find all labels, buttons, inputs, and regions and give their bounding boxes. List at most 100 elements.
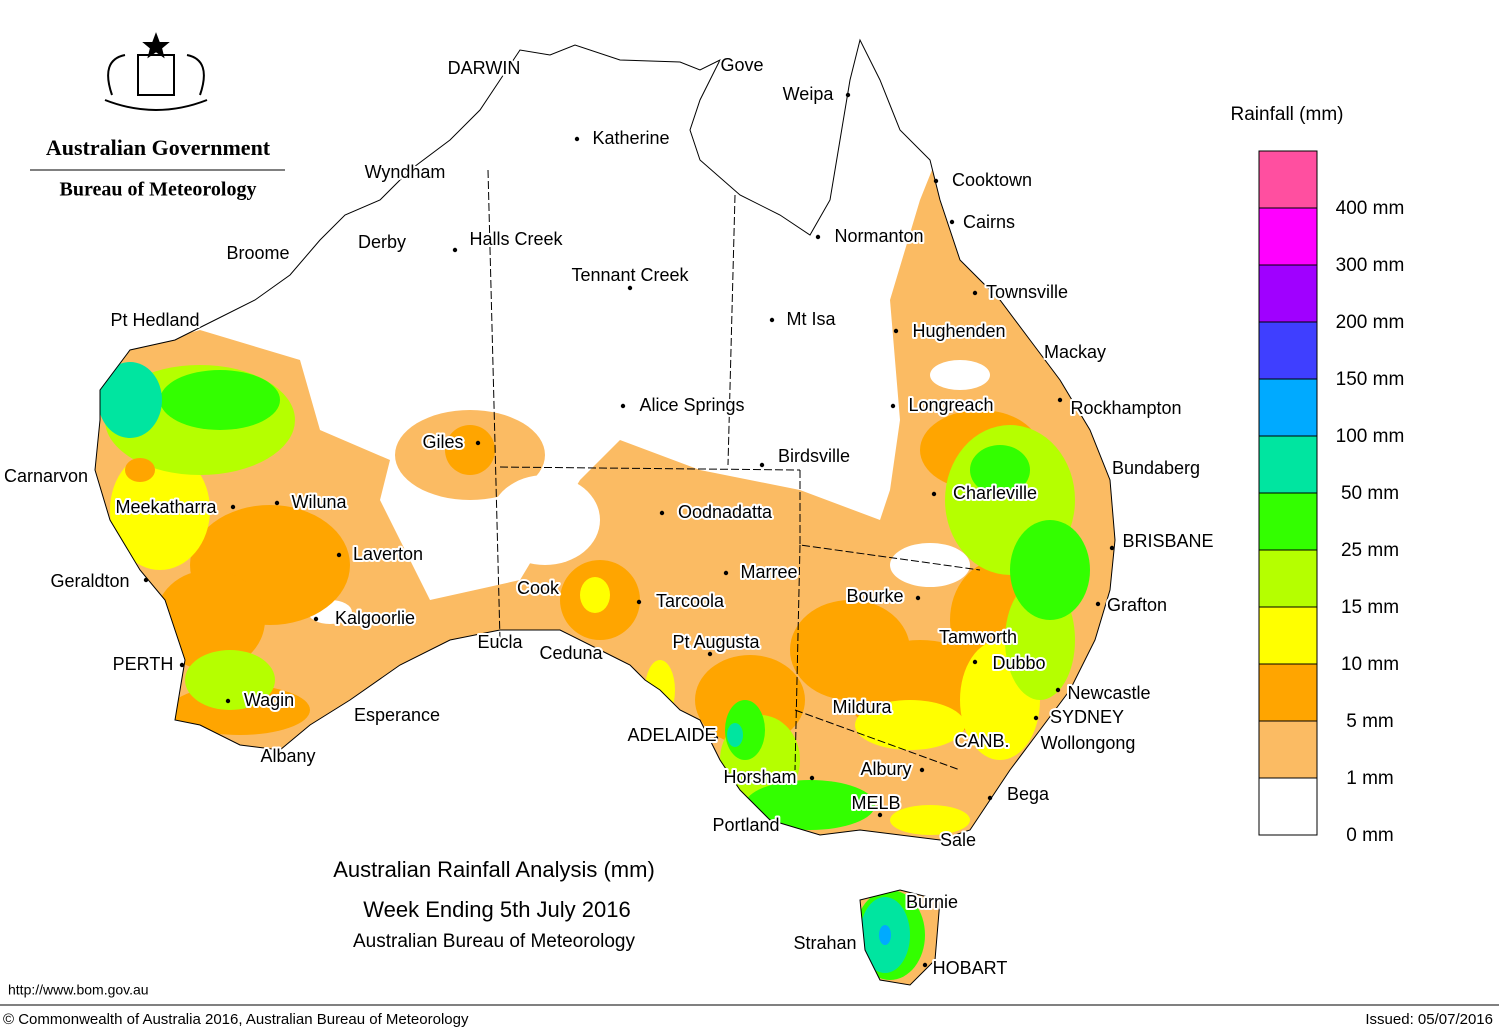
legend-swatch	[1258, 435, 1318, 494]
city-dot	[336, 552, 342, 558]
legend-label: 100 mm	[1336, 426, 1405, 447]
issued-date: Issued: 05/07/2016	[1365, 1011, 1493, 1028]
city-dot	[713, 735, 719, 741]
city-dot	[922, 962, 928, 968]
city-label: Hughenden	[912, 321, 1005, 341]
city-label: Rockhampton	[1070, 398, 1181, 418]
city-label: Derby	[358, 232, 406, 252]
copyright: © Commonwealth of Australia 2016, Austra…	[3, 1011, 469, 1028]
city-label: Eucla	[477, 632, 523, 652]
city-dot	[1057, 397, 1063, 403]
legend-swatch	[1258, 264, 1318, 323]
legend-label: 150 mm	[1336, 369, 1405, 390]
city-dot	[452, 247, 458, 253]
city-label: Dubbo	[992, 653, 1045, 673]
city-label: Katherine	[592, 128, 669, 148]
tasmania-coast	[859, 889, 941, 986]
city-dot	[972, 659, 978, 665]
city-label: Albury	[860, 759, 911, 779]
city-label: Wagin	[244, 690, 294, 710]
state-borders	[487, 169, 981, 771]
legend-swatch	[1258, 606, 1318, 665]
coastline	[94, 38, 1116, 841]
city-dot	[1109, 545, 1115, 551]
crest	[104, 32, 208, 111]
city-label: ADELAIDE	[627, 725, 716, 745]
city-dot	[769, 317, 775, 323]
city-dot	[659, 510, 665, 516]
city-labels: DARWIN Gove Weipa Katherine Wyndham Cooktown C…	[2, 53, 1216, 980]
city-label: Bega	[1007, 784, 1050, 804]
legend-swatch	[1258, 207, 1318, 266]
city-label: Newcastle	[1067, 683, 1150, 703]
city-label: Giles	[422, 432, 463, 452]
legend-swatch	[1258, 150, 1318, 209]
legend-swatch	[1258, 321, 1318, 380]
city-label: Wiluna	[291, 492, 347, 512]
legend-label: 25 mm	[1341, 540, 1399, 561]
city-label: Grafton	[1107, 595, 1167, 615]
city-label: Pt Hedland	[110, 310, 199, 330]
city-dot	[1055, 687, 1061, 693]
city-dot	[893, 328, 899, 334]
city-label: Burnie	[906, 892, 958, 912]
legend-label: 200 mm	[1336, 312, 1405, 333]
city-label: Carnarvon	[4, 466, 88, 486]
city-label: Tennant Creek	[571, 265, 689, 285]
city-label: Oodnadatta	[678, 502, 773, 522]
map-subtitle: Australian Bureau of Meteorology	[353, 931, 635, 952]
city-label: Horsham	[723, 767, 796, 787]
city-dot	[919, 767, 925, 773]
city-label: Cairns	[963, 212, 1015, 232]
city-dot	[890, 403, 896, 409]
city-label: Normanton	[834, 226, 923, 246]
city-label: BRISBANE	[1122, 531, 1213, 551]
city-dot	[845, 92, 851, 98]
legend-swatch	[1258, 663, 1318, 722]
legend-label: 50 mm	[1341, 483, 1399, 504]
city-label: Longreach	[908, 395, 993, 415]
city-dot	[1033, 715, 1039, 721]
legend-swatch	[1258, 549, 1318, 608]
legend-title: Rainfall (mm)	[1231, 104, 1344, 125]
city-dot	[636, 599, 642, 605]
legend-label: 400 mm	[1336, 198, 1405, 219]
city-label: Albany	[260, 746, 315, 766]
city-label: Ceduna	[539, 643, 603, 663]
city-label: Strahan	[793, 933, 856, 953]
city-label: Gove	[720, 55, 763, 75]
city-label: Portland	[712, 815, 779, 835]
city-label: Cooktown	[952, 170, 1032, 190]
city-label: CANB.	[954, 731, 1009, 751]
city-dot	[723, 570, 729, 576]
city-label: Mt Isa	[786, 309, 836, 329]
city-dot	[574, 136, 580, 142]
legend-label: 300 mm	[1336, 255, 1405, 276]
map-title: Week Ending 5th July 2016	[363, 897, 630, 922]
city-label: Marree	[740, 562, 797, 582]
legend-label: 0 mm	[1346, 825, 1394, 846]
city-label: Alice Springs	[639, 395, 744, 415]
city-dot	[1095, 601, 1101, 607]
city-dot	[143, 577, 149, 583]
city-label: DARWIN	[448, 58, 521, 78]
city-dot	[225, 698, 231, 704]
city-label: Weipa	[783, 84, 835, 104]
legend: 400 mm 300 mm 200 mm 150 mm 100 mm 50 mm 25 mm…	[1258, 150, 1405, 846]
legend-swatch	[1258, 777, 1318, 836]
city-label: Tamworth	[939, 627, 1017, 647]
city-label: SYDNEY	[1050, 707, 1124, 727]
city-label: Broome	[226, 243, 289, 263]
city-label: Esperance	[354, 705, 440, 725]
logo-line: Bureau of Meteorology	[59, 179, 256, 201]
city-label: Meekatharra	[115, 497, 217, 517]
city-dot	[707, 651, 713, 657]
city-label: Mackay	[1044, 342, 1106, 362]
legend-label: 10 mm	[1341, 654, 1399, 675]
legend-swatch	[1258, 378, 1318, 437]
city-dot	[627, 285, 633, 291]
city-dot	[949, 219, 955, 225]
city-label: Wollongong	[1041, 733, 1136, 753]
city-dot	[179, 662, 185, 668]
city-dot	[933, 178, 939, 184]
